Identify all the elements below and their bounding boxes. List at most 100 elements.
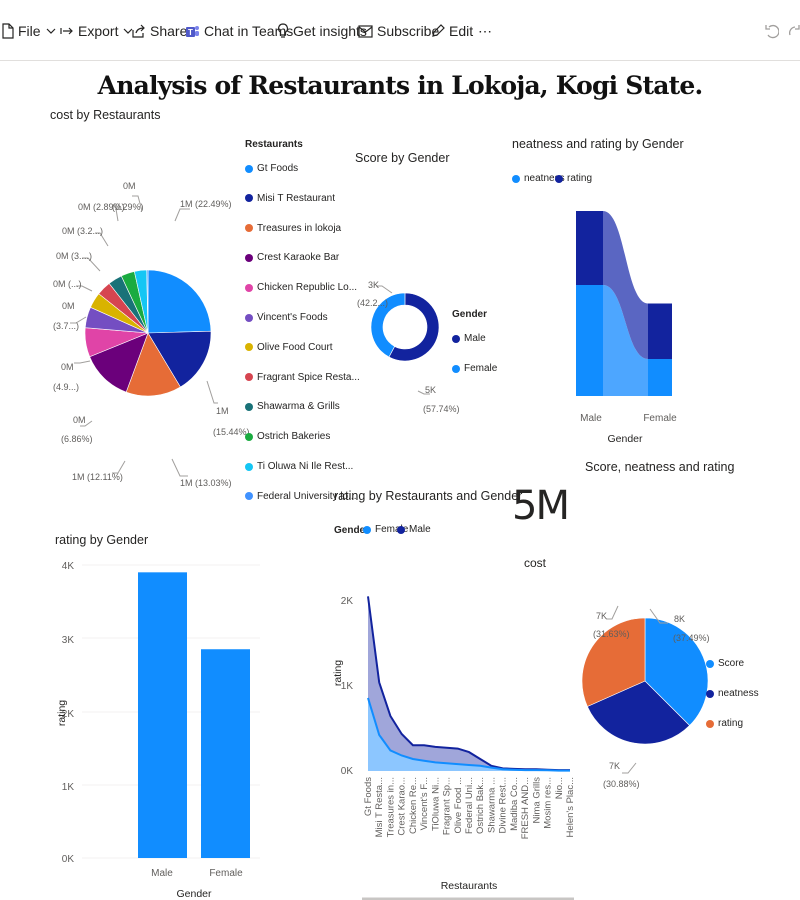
area-legend-female[interactable]: Female: [363, 524, 408, 535]
area-x-tick: Olive Food ...: [453, 777, 464, 834]
pie-cost-slice-federal-university-lo-[interactable]: [146, 269, 149, 334]
area-male[interactable]: [368, 596, 570, 771]
ribbon-column-female-rating[interactable]: [648, 303, 672, 360]
redo-button[interactable]: [789, 20, 800, 42]
area-x-tick: Ostrich Bak...: [475, 777, 486, 834]
pie-snr-slice-score[interactable]: [644, 617, 709, 726]
ribbon-column-female-neatness[interactable]: [648, 359, 672, 396]
pie-cost-legend-label: Gt Foods: [257, 163, 299, 174]
area-x-tick: Chicken Re...: [408, 777, 419, 834]
ribbon-chart-neatness-rating[interactable]: [576, 211, 672, 396]
pie-cost-slice-gt-foods[interactable]: [147, 269, 212, 334]
ribbon-column-male-rating[interactable]: [576, 211, 603, 285]
donut-label-male-pct: (57.74%): [423, 404, 460, 414]
ribbon-band-neatness[interactable]: [603, 285, 648, 396]
insights-label: Get insights: [293, 23, 367, 39]
pie-cost-label-3: 1M (13.03%): [180, 478, 232, 488]
share-button[interactable]: Share: [131, 20, 187, 42]
undo-button[interactable]: [765, 20, 779, 42]
pie-cost-label-8: 0M (...): [53, 279, 82, 289]
get-insights-button[interactable]: Get insights: [277, 20, 367, 42]
pie-snr-label-rating-pct: (31.63%): [593, 629, 630, 639]
area-y-axis-title: rating: [332, 660, 344, 686]
redo-icon: [789, 25, 800, 36]
ribbon-column-male-neatness[interactable]: [576, 285, 603, 396]
pie-cost-slice-misi-t-restaurant[interactable]: [147, 330, 212, 388]
chat-label: Chat in Teams: [204, 23, 294, 39]
bar-chart-rating[interactable]: [82, 564, 260, 859]
pie-snr-slice-neatness[interactable]: [586, 680, 691, 745]
pie-cost-legend-item[interactable]: Vincent's Foods: [245, 312, 328, 323]
donut-chart-score[interactable]: [370, 292, 440, 362]
legend-dot: [363, 525, 371, 534]
pie-cost-legend-item[interactable]: Gt Foods: [245, 163, 298, 174]
bar-female[interactable]: [201, 649, 250, 858]
card-cost-label: cost: [524, 556, 547, 570]
donut-legend-female[interactable]: Female: [452, 363, 497, 374]
pie-chart-cost[interactable]: [84, 269, 212, 397]
pie-cost-legend-item[interactable]: Federal University lo...: [245, 491, 356, 502]
bar-x-tick-male: Male: [151, 868, 173, 879]
more-options-button[interactable]: ⋯: [478, 20, 492, 42]
lightbulb-icon: [277, 23, 289, 38]
pie-snr-legend-rating[interactable]: rating: [706, 718, 743, 729]
area-x-tick: Shawarma ...: [486, 777, 497, 833]
edit-button[interactable]: Edit: [431, 20, 473, 42]
area-x-tick: FRESH AND...: [520, 777, 531, 839]
pie-cost-legend-item[interactable]: Crest Karaoke Bar: [245, 252, 339, 263]
legend-dot: [245, 224, 253, 233]
pie-cost-legend-item[interactable]: Shawarma & Grills: [245, 401, 340, 412]
pie-snr-legend-score[interactable]: Score: [706, 658, 744, 669]
ribbon-legend-neatness[interactable]: neatness: [512, 173, 565, 184]
legend-dot: [512, 174, 520, 183]
legend-dot: [555, 174, 563, 183]
area-x-tick: Fragrant Sp...: [442, 777, 453, 835]
pie-cost-slice-treasures-in-lokoja[interactable]: [125, 332, 181, 397]
toolbar: File Export Share T Chat in Teams Get in…: [0, 0, 800, 61]
visuals-canvas: 1M (22.49%) 1M (15.44%) 1M (13.03%) 1M (…: [53, 181, 710, 900]
pie-cost-legend-label: Ti Oluwa Ni Ile Rest...: [257, 461, 354, 472]
area-chart-rating[interactable]: [362, 596, 574, 900]
chat-in-teams-button[interactable]: T Chat in Teams: [185, 20, 293, 42]
pie-cost-legend-item[interactable]: Treasures in lokoja: [245, 223, 341, 234]
pie-cost-legend-item[interactable]: Ti Oluwa Ni Ile Rest...: [245, 461, 353, 472]
bar-y-tick-2k: 2K: [62, 709, 75, 720]
area-y-tick-1k: 1K: [341, 681, 354, 692]
area-legend-male[interactable]: Male: [397, 524, 431, 535]
pie-cost-legend-item[interactable]: Olive Food Court: [245, 342, 333, 353]
subscribe-button[interactable]: Subscribe: [358, 20, 439, 42]
ribbon-legend-rating[interactable]: rating: [555, 173, 592, 184]
teams-icon: T: [186, 25, 199, 37]
pie-snr-leader-lines: [606, 605, 668, 774]
area-female[interactable]: [368, 697, 570, 771]
pie-snr-slice-rating[interactable]: [581, 617, 646, 707]
pie-cost-legend-label: Crest Karaoke Bar: [257, 252, 340, 264]
donut-slice-male[interactable]: [388, 292, 440, 362]
pie-snr-legend-neatness[interactable]: neatness: [706, 688, 759, 699]
pie-cost-legend-item[interactable]: Ostrich Bakeries: [245, 431, 330, 442]
pie-snr-legend-rating-label: rating: [718, 718, 744, 729]
legend-dot: [245, 402, 253, 411]
pie-cost-legend-label: Treasures in lokoja: [257, 222, 342, 234]
pie-chart-score-neatness-rating[interactable]: [581, 617, 709, 745]
donut-legend-male[interactable]: Male: [452, 333, 486, 344]
pie-cost-legend-item[interactable]: Fragrant Spice Resta...: [245, 372, 360, 383]
pie-cost-label-12a: 0M: [123, 181, 136, 191]
pie-cost-label-5a: 0M: [73, 415, 86, 425]
bar-y-tick-4k: 4K: [62, 561, 75, 572]
pie-snr-label-neatness-pct: (30.88%): [603, 779, 640, 789]
legend-dot: [452, 364, 460, 373]
file-menu[interactable]: File: [2, 20, 60, 42]
export-menu[interactable]: Export: [60, 20, 137, 42]
ribbon-legend-rating-label: rating: [567, 173, 593, 184]
donut-leader-lines: [376, 285, 430, 395]
pie-cost-legend-item[interactable]: Misi T Restaurant: [245, 193, 335, 204]
ribbon-band-rating[interactable]: [603, 211, 648, 359]
share-label: Share: [150, 23, 188, 39]
pie-cost-legend-title: Restaurants: [245, 139, 303, 150]
pie-cost-label-5b: (6.86%): [61, 434, 93, 444]
visual-title-cost-by-restaurants: cost by Restaurants: [50, 108, 161, 122]
pie-cost-label-1: 1M (22.49%): [180, 199, 232, 209]
pie-cost-legend-item[interactable]: Chicken Republic Lo...: [245, 282, 357, 293]
bar-male[interactable]: [138, 572, 187, 858]
